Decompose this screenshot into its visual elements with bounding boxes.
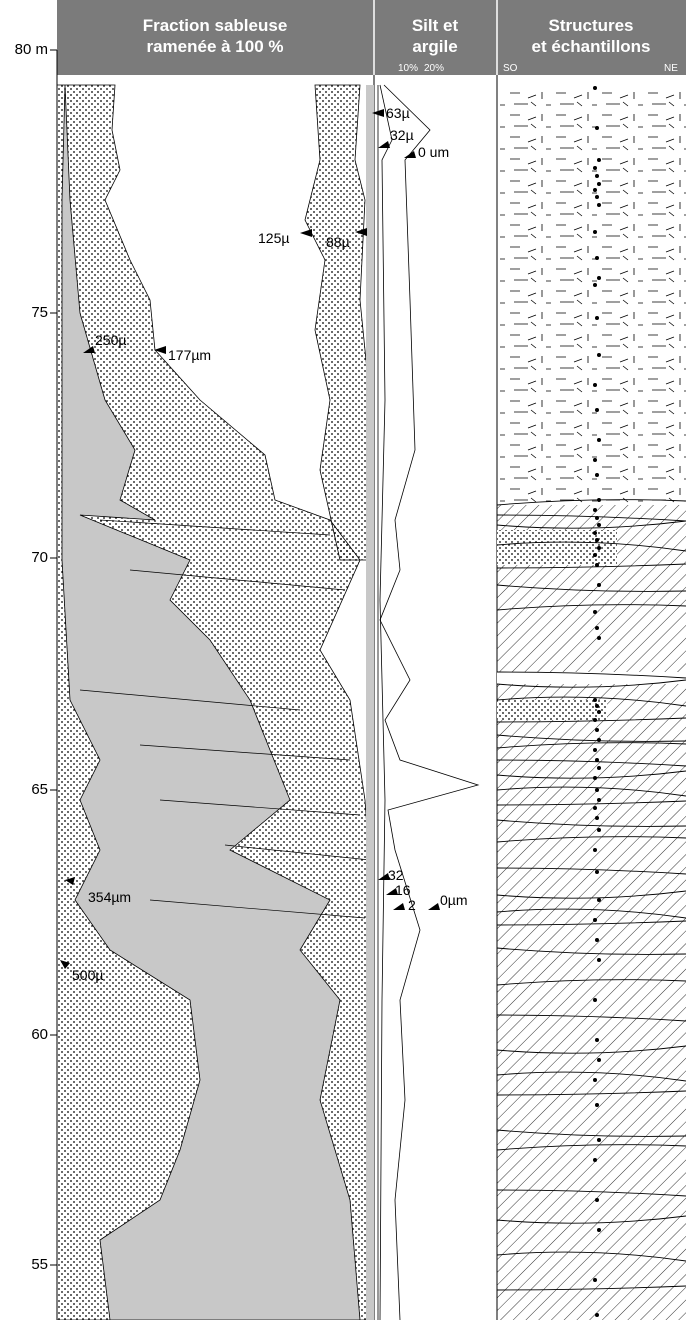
sand-column [57, 85, 372, 1320]
sample-dot [593, 531, 597, 535]
depth-label: 65 [31, 781, 48, 798]
log-figure: Fraction sableuse ramenée à 100 % Silt e… [0, 0, 686, 1320]
header-scale: 20% [424, 63, 444, 74]
annotation: 125µ [258, 230, 289, 246]
sample-dot [595, 538, 599, 542]
sample-dot [593, 998, 597, 1002]
header-scale: NE [664, 63, 678, 74]
sample-dot [597, 766, 601, 770]
sample-dot [595, 195, 599, 199]
sample-dot [595, 1103, 599, 1107]
sample-dot [593, 1158, 597, 1162]
sample-dot [597, 798, 601, 802]
sample-dot [595, 1198, 599, 1202]
header-text: Fraction sableuse [143, 16, 288, 35]
header-text: argile [412, 37, 457, 56]
sample-dot [597, 546, 601, 550]
sample-dot [597, 710, 601, 714]
sample-dot [593, 610, 597, 614]
sample-dot [595, 626, 599, 630]
sample-dot [595, 870, 599, 874]
sample-dot [595, 408, 599, 412]
sample-dot [597, 738, 601, 742]
sample-dot [597, 1058, 601, 1062]
sample-dot [597, 898, 601, 902]
sample-dot [593, 1078, 597, 1082]
annotation: 32 [388, 867, 404, 883]
sample-dot [597, 353, 601, 357]
sample-dot [597, 203, 601, 207]
sample-dot [595, 704, 599, 708]
sample-dot [595, 788, 599, 792]
header-scale: SO [503, 63, 518, 74]
depth-label: 80 m [15, 41, 48, 58]
sample-dot [597, 498, 601, 502]
sample-dot [597, 828, 601, 832]
depth-label: 55 [31, 1256, 48, 1273]
sample-dot [595, 1313, 599, 1317]
sample-dot [595, 256, 599, 260]
annotation: 0 um [418, 144, 449, 160]
depth-label: 75 [31, 304, 48, 321]
sample-dot [593, 806, 597, 810]
annotation: 2 [408, 897, 416, 913]
header-text: Silt et [412, 16, 459, 35]
sample-dot [595, 938, 599, 942]
sample-dot [593, 1278, 597, 1282]
sample-dot [593, 283, 597, 287]
sample-dot [597, 523, 601, 527]
sample-dot [595, 473, 599, 477]
depth-ticks [50, 50, 57, 1265]
sample-dot [597, 583, 601, 587]
sample-dot [593, 166, 597, 170]
depth-label: 60 [31, 1026, 48, 1043]
sample-dot [595, 126, 599, 130]
annotation: 32µ [390, 127, 414, 143]
sample-dot [595, 316, 599, 320]
sample-dot [595, 816, 599, 820]
sample-dot [597, 1228, 601, 1232]
sample-dot [597, 1138, 601, 1142]
annotation: 250µ [95, 332, 126, 348]
sample-dot [593, 748, 597, 752]
sample-dot [597, 636, 601, 640]
sample-dot [597, 958, 601, 962]
header-text: Structures [548, 16, 633, 35]
sample-dot [593, 188, 597, 192]
sample-dot [597, 182, 601, 186]
silt-column [366, 85, 478, 1320]
sample-dot [593, 918, 597, 922]
sample-dot [595, 516, 599, 520]
sample-dot [593, 718, 597, 722]
sample-dot [593, 230, 597, 234]
annotation: 500µ [72, 967, 103, 983]
sample-dot [597, 276, 601, 280]
annotation: 63µ [386, 105, 410, 121]
sample-dot [593, 848, 597, 852]
annotation: 354µm [88, 889, 131, 905]
sample-dot [595, 174, 599, 178]
depth-label: 70 [31, 549, 48, 566]
sample-dot [593, 383, 597, 387]
header-text: et échantillons [531, 37, 650, 56]
sample-dot [597, 438, 601, 442]
header-text: ramenée à 100 % [146, 37, 283, 56]
sample-dot [595, 1038, 599, 1042]
annotation: 16 [395, 882, 411, 898]
sample-dot [593, 776, 597, 780]
annotation: 88µ [326, 234, 350, 250]
sample-dot [593, 553, 597, 557]
sample-dot [595, 758, 599, 762]
sample-dot [593, 508, 597, 512]
sample-dot [595, 563, 599, 567]
sample-dot [593, 458, 597, 462]
structures-column [497, 85, 686, 1320]
sample-dot [597, 158, 601, 162]
sample-dot [593, 698, 597, 702]
annotation: 0µm [440, 892, 468, 908]
annotation: 177µm [168, 347, 211, 363]
sample-dot [593, 86, 597, 90]
sample-dot [595, 728, 599, 732]
header-scale: 10% [398, 63, 418, 74]
